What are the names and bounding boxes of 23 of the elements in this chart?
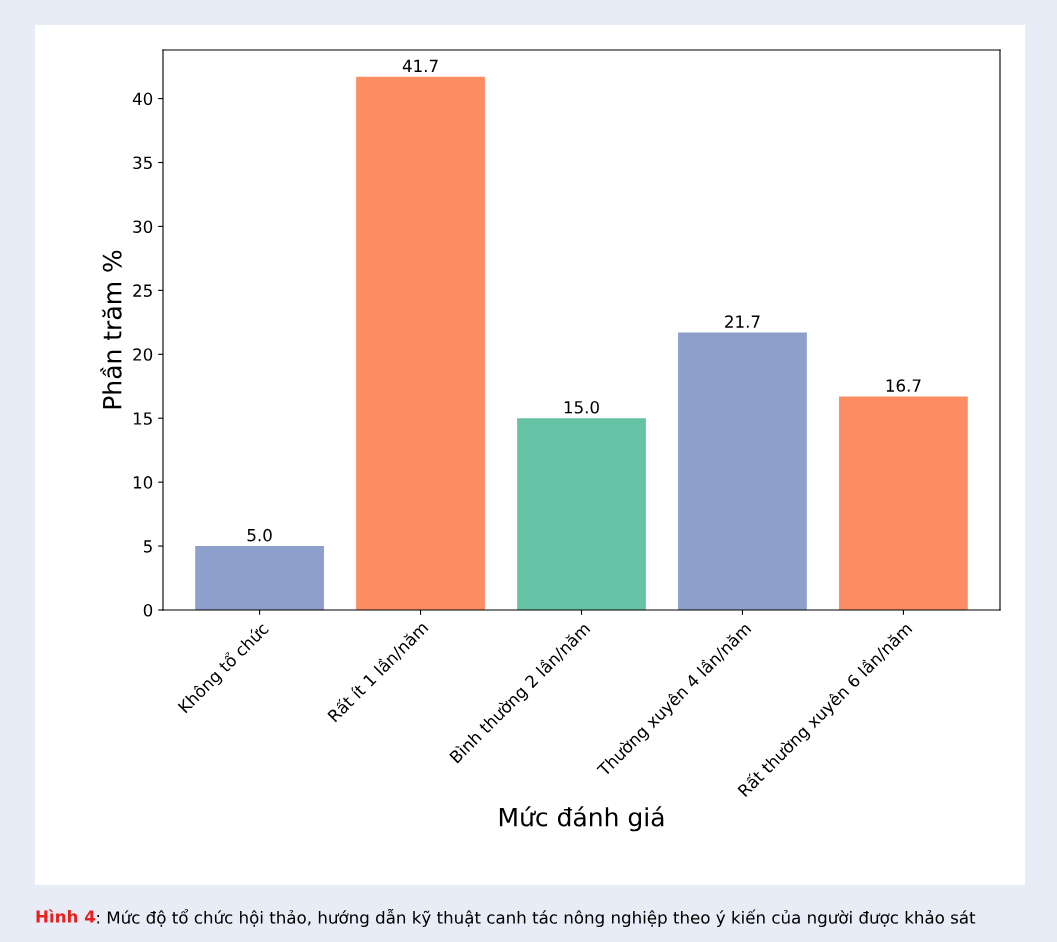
data-label: 15.0 — [564, 400, 599, 414]
y-tick-label: 10 — [133, 476, 153, 489]
y-tick-label: 25 — [133, 284, 152, 297]
y-tick-label: 35 — [133, 156, 152, 170]
bar — [678, 332, 807, 610]
y-tick-label: 0 — [143, 603, 153, 617]
y-axis-title: Phần trăm % — [100, 250, 122, 409]
bar — [195, 546, 324, 610]
y-tick-label: 5 — [143, 540, 152, 553]
bar — [356, 76, 485, 610]
data-label: 21.7 — [725, 315, 760, 328]
x-axis-title: Mức đánh giá — [499, 806, 664, 832]
data-label: 5.0 — [247, 528, 272, 542]
text: Hình 4 — [36, 909, 96, 923]
data-label: 16.7 — [886, 379, 921, 392]
y-tick-label: 15 — [133, 412, 152, 425]
y-tick-label: 20 — [133, 348, 153, 361]
text: : Mức độ tổ chức hội thảo, hướng dẫn kỹ thuật canh tác nông nghiệp theo ý kiến của người được khảo sát — [97, 908, 976, 928]
y-tick-label: 30 — [133, 220, 153, 234]
bar — [517, 418, 646, 610]
data-label: 41.7 — [402, 59, 438, 72]
bar — [839, 396, 968, 610]
y-tick-label: 40 — [132, 92, 153, 106]
